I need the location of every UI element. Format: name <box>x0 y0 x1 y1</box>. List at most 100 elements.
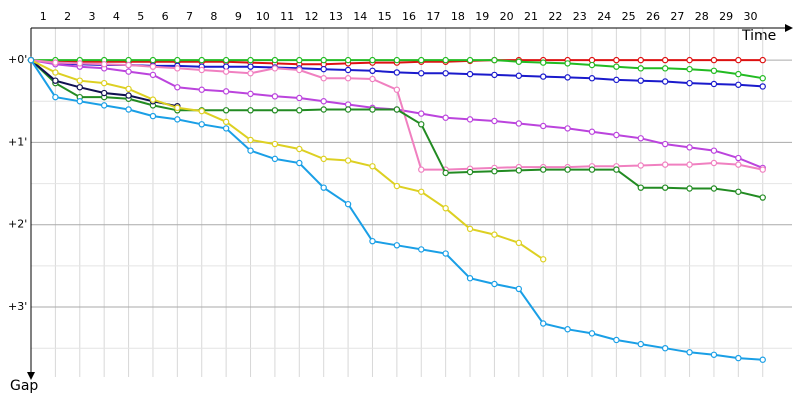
point <box>540 122 547 130</box>
point <box>564 326 571 333</box>
point <box>613 63 620 70</box>
x-axis-arrow <box>785 24 793 32</box>
point <box>515 239 523 247</box>
point <box>710 185 718 192</box>
point <box>393 182 401 190</box>
point <box>637 340 644 348</box>
point <box>198 86 205 93</box>
point <box>661 65 669 72</box>
point <box>661 140 669 148</box>
x-tick-label: 17 <box>426 10 440 23</box>
x-tick-label: 25 <box>622 10 636 23</box>
point <box>442 169 449 177</box>
point <box>661 184 669 191</box>
point <box>491 56 498 64</box>
point <box>759 356 766 363</box>
x-tick-label: 9 <box>235 10 242 23</box>
point <box>686 79 693 87</box>
point <box>735 70 742 78</box>
point <box>125 68 132 75</box>
point <box>320 65 327 73</box>
point <box>52 59 59 66</box>
point <box>637 65 644 72</box>
point <box>393 56 401 64</box>
point <box>344 157 352 164</box>
point <box>344 75 352 82</box>
point <box>442 56 449 64</box>
point <box>540 256 547 263</box>
point <box>710 159 718 167</box>
x-tick-label: 23 <box>573 10 587 23</box>
point <box>540 166 547 173</box>
point <box>320 184 327 191</box>
point <box>27 56 35 64</box>
point <box>320 155 327 163</box>
point <box>735 354 742 362</box>
point <box>491 231 498 238</box>
point <box>442 114 449 121</box>
point <box>735 56 742 64</box>
point <box>198 107 205 115</box>
x-tick-label: 15 <box>378 10 392 23</box>
point <box>515 167 523 174</box>
point <box>76 77 83 84</box>
point <box>588 75 596 82</box>
point <box>271 56 279 64</box>
point <box>222 88 230 95</box>
point <box>149 96 157 103</box>
point <box>466 168 474 176</box>
point <box>393 242 401 249</box>
point <box>540 73 547 80</box>
point <box>418 56 425 64</box>
point <box>174 84 181 91</box>
point <box>661 78 669 85</box>
point <box>588 166 596 173</box>
point <box>466 116 474 123</box>
point <box>320 56 327 64</box>
point <box>442 250 449 257</box>
point <box>125 61 132 69</box>
point <box>613 166 620 173</box>
point <box>637 184 644 191</box>
point <box>247 90 254 98</box>
x-tick-label: 16 <box>402 10 416 23</box>
x-tick-label: 24 <box>597 10 611 23</box>
x-tick-label: 6 <box>162 10 169 23</box>
point <box>735 161 742 168</box>
point <box>369 75 376 83</box>
point <box>296 145 303 153</box>
point <box>735 81 742 88</box>
x-tick-label: 4 <box>113 10 120 23</box>
point <box>613 76 620 84</box>
point <box>52 93 59 101</box>
x-tick-label: 1 <box>40 10 47 23</box>
point <box>76 84 83 91</box>
y-axis-label: Gap <box>10 378 38 394</box>
point <box>369 237 376 245</box>
point <box>710 67 718 75</box>
point <box>515 285 523 293</box>
point <box>369 163 376 170</box>
x-tick-label: 26 <box>646 10 660 23</box>
point <box>149 56 157 64</box>
point <box>661 344 669 352</box>
point <box>52 77 59 84</box>
point <box>125 85 132 93</box>
series-line <box>30 59 544 261</box>
point <box>100 79 108 87</box>
point <box>588 330 596 337</box>
point <box>418 110 425 117</box>
x-tick-label: 12 <box>304 10 318 23</box>
point <box>198 66 205 74</box>
x-axis-label: Time <box>741 28 776 44</box>
x-tick-label: 21 <box>524 10 538 23</box>
point <box>393 86 401 93</box>
point <box>491 168 498 175</box>
x-tick-label: 2 <box>64 10 71 23</box>
point <box>466 225 474 233</box>
point <box>637 56 644 64</box>
x-tick-label: 14 <box>353 10 367 23</box>
point <box>637 135 644 142</box>
point <box>344 56 352 64</box>
